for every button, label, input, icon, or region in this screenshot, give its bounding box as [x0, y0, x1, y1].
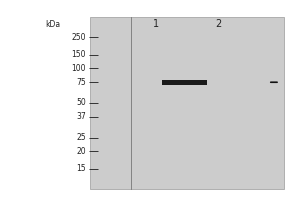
Text: 15: 15 — [76, 164, 86, 173]
Text: 75: 75 — [76, 78, 86, 87]
Text: 25: 25 — [76, 133, 86, 142]
Text: kDa: kDa — [45, 20, 61, 29]
Text: 100: 100 — [71, 64, 86, 73]
Text: 20: 20 — [76, 147, 86, 156]
Text: 2: 2 — [216, 19, 222, 29]
Text: 37: 37 — [76, 112, 86, 121]
Text: 1: 1 — [153, 19, 159, 29]
Text: 250: 250 — [71, 33, 86, 42]
Text: 150: 150 — [71, 50, 86, 59]
Text: 50: 50 — [76, 98, 86, 107]
Bar — [90, 17, 284, 189]
Bar — [162, 80, 207, 85]
